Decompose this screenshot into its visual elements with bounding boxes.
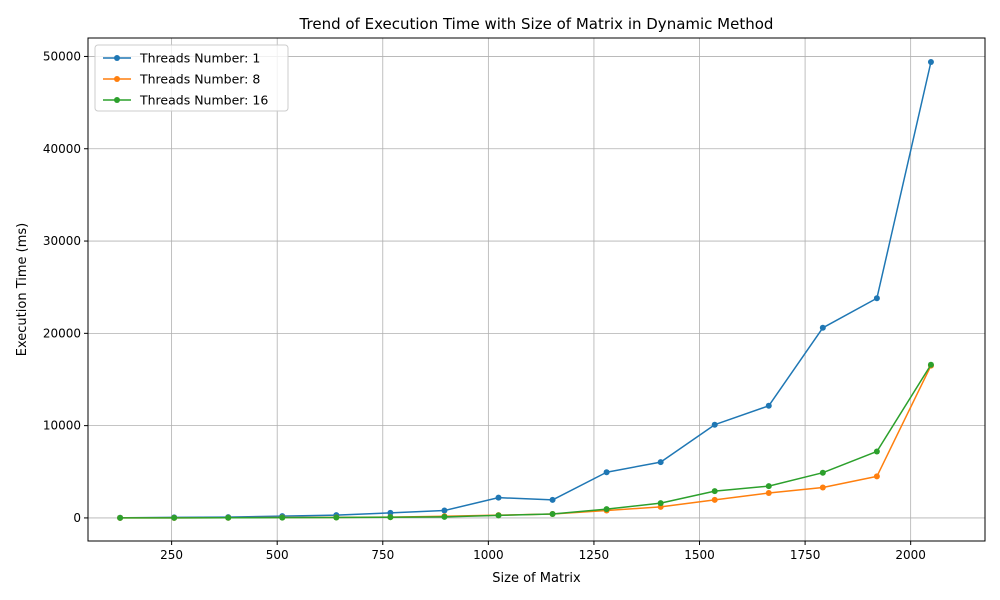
data-point — [819, 469, 826, 476]
legend-item: Threads Number: 1 — [103, 51, 260, 66]
y-tick-label: 50000 — [43, 49, 81, 63]
x-tick-label: 250 — [160, 548, 183, 562]
data-point — [819, 324, 826, 331]
x-tick-label: 1750 — [790, 548, 821, 562]
data-point — [603, 506, 610, 513]
series-3 — [117, 361, 934, 521]
data-point — [765, 490, 772, 497]
data-point — [549, 510, 556, 517]
data-point — [765, 483, 772, 490]
series-line — [120, 61, 932, 519]
data-point — [927, 58, 934, 65]
legend-label: Threads Number: 8 — [139, 72, 260, 87]
data-point — [225, 514, 232, 521]
chart-title: Trend of Execution Time with Size of Mat… — [299, 15, 774, 33]
data-point — [711, 496, 718, 503]
legend-box — [94, 44, 289, 112]
data-point — [495, 494, 502, 501]
y-tick-label: 30000 — [43, 234, 81, 248]
x-tick-label: 1500 — [684, 548, 715, 562]
y-axis-label: Execution Time (ms) — [15, 223, 30, 356]
x-tick-label: 500 — [266, 548, 289, 562]
y-axis-ticks: 0 10000 20000 30000 40000 50000 — [43, 49, 88, 525]
x-tick-label: 1000 — [473, 548, 504, 562]
legend-item: Threads Number: 8 — [103, 72, 260, 87]
data-point — [657, 500, 664, 507]
data-point — [441, 513, 448, 520]
y-tick-label: 20000 — [43, 326, 81, 340]
y-tick-label: 0 — [73, 511, 81, 525]
data-point — [495, 512, 502, 519]
data-point — [873, 473, 880, 480]
legend-marker — [114, 76, 120, 82]
data-point — [873, 295, 880, 302]
plot-frame — [87, 37, 986, 542]
x-tick-label: 750 — [371, 548, 394, 562]
y-tick-label: 40000 — [43, 142, 81, 156]
data-point — [927, 361, 934, 368]
data-point — [387, 509, 394, 516]
x-axis-label: Size of Matrix — [492, 571, 581, 586]
data-point — [171, 514, 178, 521]
data-point — [333, 514, 340, 521]
data-point — [279, 514, 286, 521]
x-tick-label: 1250 — [579, 548, 610, 562]
data-point — [765, 402, 772, 409]
data-point — [711, 488, 718, 495]
legend-marker — [114, 97, 120, 103]
legend-label: Threads Number: 16 — [139, 93, 268, 108]
series-line — [120, 364, 932, 519]
data-point — [387, 514, 394, 521]
legend-item: Threads Number: 16 — [103, 93, 268, 108]
data-point — [657, 459, 664, 466]
data-point — [873, 448, 880, 455]
legend-marker — [114, 55, 120, 61]
x-axis-ticks: 250 500 750 1000 1250 1500 1750 2000 — [160, 541, 926, 562]
data-point — [711, 421, 718, 428]
y-tick-label: 10000 — [43, 419, 81, 433]
x-tick-label: 2000 — [895, 548, 926, 562]
data-point — [441, 507, 448, 514]
legend: Threads Number: 1 Threads Number: 8 Thread… — [94, 44, 289, 112]
data-point — [819, 484, 826, 491]
data-point — [603, 469, 610, 476]
legend-label: Threads Number: 1 — [139, 51, 260, 66]
data-point — [117, 514, 124, 521]
data-point — [549, 496, 556, 503]
series-layer — [117, 58, 934, 521]
